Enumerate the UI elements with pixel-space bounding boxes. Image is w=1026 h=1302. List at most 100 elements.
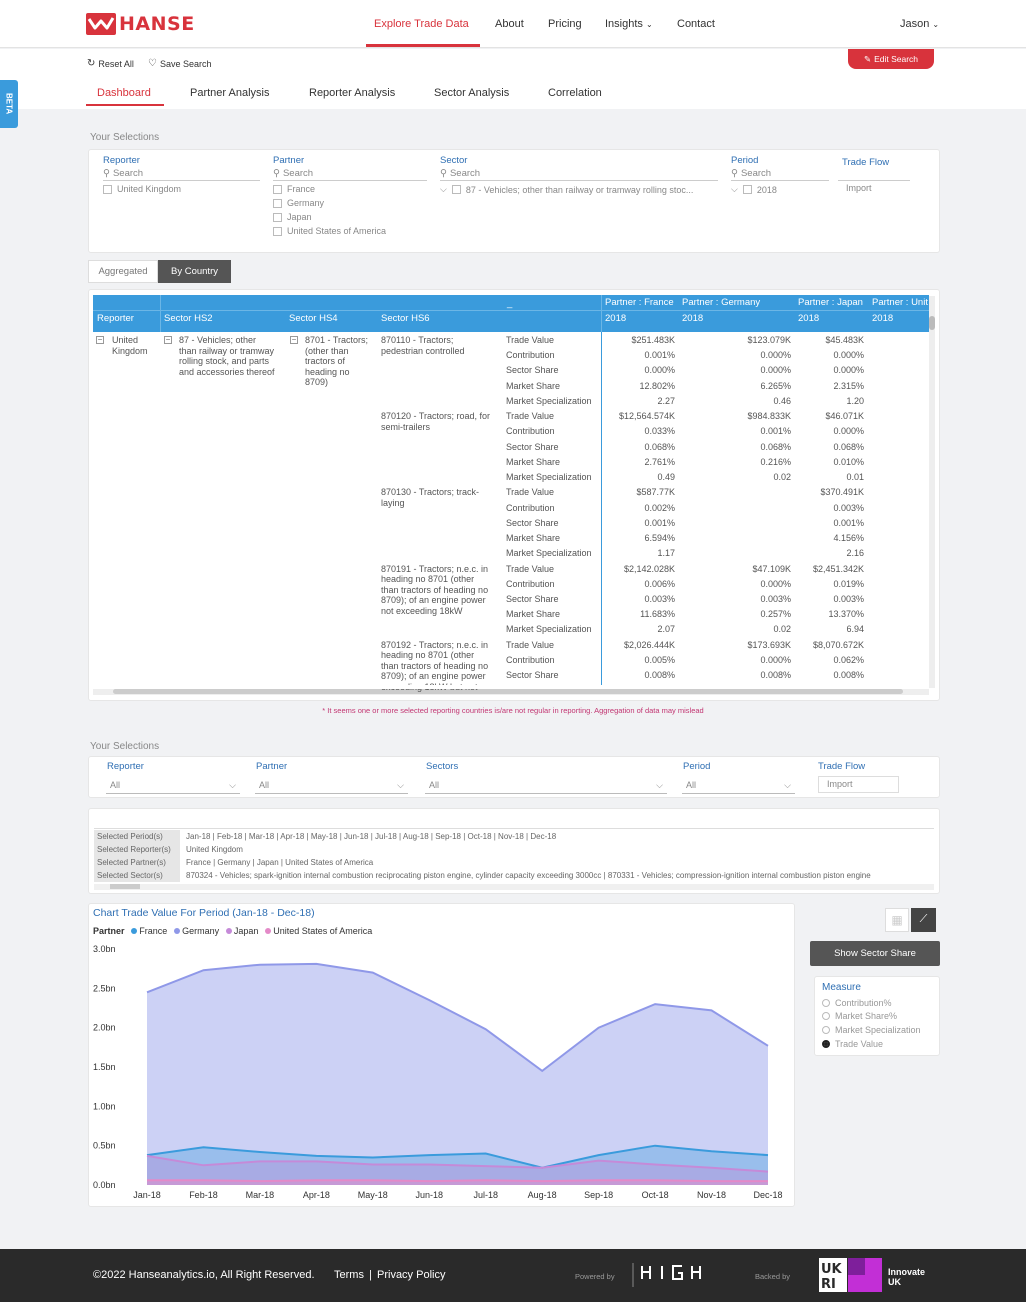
hs6-cell: 870110 - Tractors; [381, 335, 454, 345]
line-united-states-of-america[interactable] [147, 1179, 768, 1183]
col-year: 2018 [872, 313, 894, 324]
checkbox[interactable] [273, 226, 282, 236]
chevron-down-icon[interactable]: ⌵ [440, 184, 447, 194]
nav-pricing[interactable]: Pricing [548, 18, 582, 30]
collapse-icon[interactable]: − [164, 335, 172, 344]
user-menu[interactable]: Jason ⌄ [900, 18, 939, 30]
area-germany[interactable] [147, 963, 768, 1185]
brand-logo[interactable]: HANSE [86, 13, 195, 35]
partner-option[interactable]: France [273, 184, 315, 194]
aggregated-toggle[interactable]: Aggregated [88, 260, 158, 283]
checkbox[interactable] [273, 198, 282, 208]
value-cell: 6.265% [760, 380, 791, 391]
period-search[interactable]: ⚲ Search [731, 167, 829, 181]
measure-cell: Market Specialization [506, 472, 592, 482]
area-chart[interactable]: 0.0bn 0.5bn 1.0bn 1.5bn 2.0bn 2.5bn 3.0bn Jan-1… [88, 940, 795, 1204]
value-cell: 12.802% [639, 380, 675, 391]
trade-flow-field[interactable]: Import [818, 776, 899, 793]
value-cell: 0.001% [760, 426, 791, 437]
save-search-button[interactable]: ♡ Save Search [148, 58, 212, 69]
legend-item-germany[interactable]: Germany [174, 926, 219, 936]
partner-search[interactable]: ⚲ Search [273, 167, 427, 181]
sectors-dropdown[interactable]: All ⌵ [425, 777, 667, 794]
high-digital-logo[interactable] [632, 1261, 724, 1289]
selections-title: Your Selections [90, 132, 160, 143]
reporter-option[interactable]: United Kingdom [103, 184, 181, 194]
value-cell: 0.002% [644, 502, 675, 513]
checkbox[interactable] [273, 184, 282, 194]
chart-view-button[interactable]: ⟋ [911, 908, 936, 932]
checkbox[interactable] [103, 184, 112, 194]
vertical-scrollbar[interactable] [929, 296, 935, 688]
partner-option[interactable]: Japan [273, 212, 312, 222]
nav-explore-trade-data[interactable]: Explore Trade Data [374, 18, 469, 30]
collapse-icon[interactable]: − [290, 335, 298, 344]
tab-reporter-analysis[interactable]: Reporter Analysis [309, 87, 396, 99]
nav-about[interactable]: About [495, 18, 524, 30]
col-header-hs6[interactable]: Sector HS6 [381, 313, 430, 324]
col-header-hs2[interactable]: Sector HS2 [164, 313, 213, 324]
terms-link[interactable]: Terms [334, 1269, 364, 1281]
tab-dashboard[interactable]: Dashboard [97, 87, 151, 99]
measure-option-contribution[interactable]: Contribution% [822, 998, 892, 1008]
col-header-partner-germany[interactable]: Partner : Germany [682, 297, 761, 308]
col-header-partner-usa[interactable]: Partner : Unit [872, 297, 928, 308]
col-header-reporter[interactable]: Reporter [97, 313, 134, 324]
chevron-down-icon[interactable]: ⌵ [731, 184, 738, 194]
line-france[interactable] [146, 1144, 769, 1169]
measure-option-market-specialization[interactable]: Market Specialization [822, 1025, 921, 1035]
measure-option-market-share[interactable]: Market Share% [822, 1011, 897, 1021]
tab-sector-analysis[interactable]: Sector Analysis [434, 87, 510, 99]
partner-option[interactable]: Germany [273, 198, 324, 208]
checkbox[interactable] [742, 185, 752, 194]
col-header-hs4[interactable]: Sector HS4 [289, 313, 338, 324]
show-sector-share-button[interactable]: Show Sector Share [810, 941, 940, 966]
measure-option-trade-value[interactable]: Trade Value [822, 1039, 883, 1049]
reporter-dropdown[interactable]: All ⌵ [106, 777, 240, 794]
measure-cell: Contribution [506, 655, 555, 665]
hs6-cell: than tractors of heading no [381, 660, 489, 671]
legend-item-france[interactable]: France [131, 926, 167, 936]
collapse-icon[interactable]: − [96, 335, 104, 344]
radio-button-selected[interactable] [822, 1040, 830, 1048]
value-cell: $173.693K [747, 639, 791, 650]
horizontal-scrollbar[interactable] [93, 689, 929, 695]
hs6-cell: pedestrian controlled [381, 345, 465, 356]
line-germany[interactable] [146, 962, 769, 1073]
nav-insights[interactable]: Insights ⌄ [605, 18, 653, 30]
value-cell: 0.033% [644, 426, 675, 437]
heart-icon: ♡ [148, 58, 157, 69]
radio-button[interactable] [822, 999, 830, 1007]
period-option[interactable]: ⌵ 2018 [731, 184, 777, 195]
tab-correlation[interactable]: Correlation [548, 87, 602, 99]
tab-partner-analysis[interactable]: Partner Analysis [190, 87, 270, 99]
privacy-link[interactable]: Privacy Policy [377, 1269, 446, 1281]
reporter-search[interactable]: ⚲ Search [103, 167, 260, 181]
line-japan[interactable] [146, 1154, 769, 1173]
radio-button[interactable] [822, 1026, 830, 1034]
radio-button[interactable] [822, 1012, 830, 1020]
area-japan[interactable] [147, 1155, 768, 1185]
sector-option[interactable]: ⌵ 87 - Vehicles; other than railway or tr… [440, 184, 693, 195]
hs4-cell: heading no [305, 366, 350, 377]
table-view-button[interactable]: ▦ [885, 908, 909, 932]
sector-search[interactable]: ⚲ Search [440, 167, 718, 181]
edit-search-button[interactable]: ✎ Edit Search [848, 49, 934, 69]
beta-badge[interactable]: BETA [0, 80, 18, 128]
partner-dropdown[interactable]: All ⌵ [255, 777, 408, 794]
partner-option[interactable]: United States of America [273, 226, 386, 236]
col-header-partner-france[interactable]: Partner : France [605, 297, 674, 308]
summary-scrollbar[interactable] [94, 884, 934, 890]
by-country-toggle[interactable]: By Country [158, 260, 231, 283]
period-dropdown[interactable]: All ⌵ [682, 777, 795, 794]
col-header-partner-japan[interactable]: Partner : Japan [798, 297, 863, 308]
checkbox[interactable] [273, 212, 282, 222]
legend-item-japan[interactable]: Japan [225, 926, 258, 936]
ukri-logo[interactable]: UK RI [819, 1258, 847, 1292]
hs4-cell: 8709) [305, 377, 329, 387]
value-cell: 0.008% [644, 670, 675, 681]
reset-all-button[interactable]: ↻ Reset All [87, 58, 134, 69]
checkbox[interactable] [451, 185, 461, 194]
nav-contact[interactable]: Contact [677, 18, 715, 30]
legend-item-usa[interactable]: United States of America [265, 926, 372, 936]
